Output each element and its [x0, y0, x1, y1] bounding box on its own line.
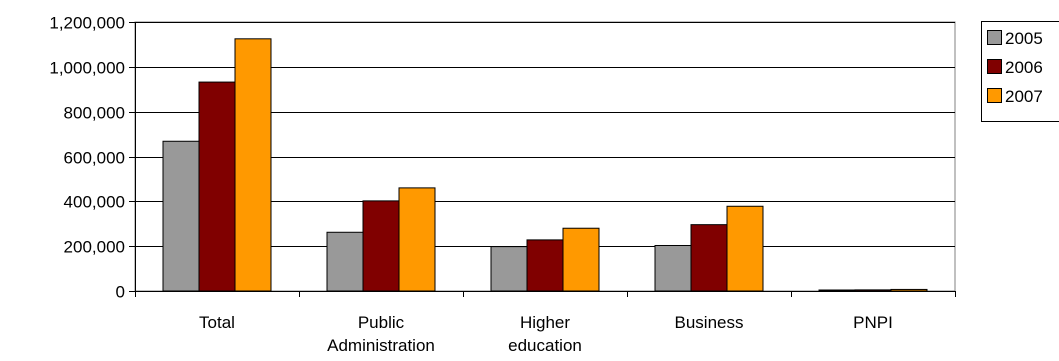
bars — [163, 39, 927, 291]
x-category-label: Public — [358, 313, 405, 332]
legend: 2005 2006 2007 — [982, 22, 1059, 122]
legend-label: 2005 — [1005, 29, 1043, 48]
x-category-label: Total — [199, 313, 235, 332]
bar — [563, 228, 599, 291]
y-tick-label: 600,000 — [64, 149, 125, 168]
legend-label: 2007 — [1005, 87, 1043, 106]
x-category-label: Administration — [327, 336, 435, 355]
bar — [855, 290, 891, 291]
y-tick-label: 800,000 — [64, 104, 125, 123]
bar — [235, 39, 271, 291]
y-tick-label: 400,000 — [64, 193, 125, 212]
x-category-label: Business — [675, 313, 744, 332]
legend-swatch — [988, 31, 1002, 45]
x-category-label: PNPI — [853, 313, 893, 332]
bar — [727, 206, 763, 291]
y-tick-label: 200,000 — [64, 238, 125, 257]
bar — [655, 245, 691, 291]
bar — [527, 240, 563, 291]
legend-swatch — [988, 89, 1002, 103]
x-category-label: education — [508, 336, 582, 355]
bar — [199, 82, 235, 291]
bar — [491, 247, 527, 291]
legend-label: 2006 — [1005, 58, 1043, 77]
bar — [363, 201, 399, 291]
y-tick-label: 1,200,000 — [49, 14, 125, 33]
bar — [327, 232, 363, 291]
legend-swatch — [988, 60, 1002, 74]
bar — [163, 141, 199, 291]
y-tick-label: 0 — [116, 283, 125, 302]
bar — [399, 188, 435, 291]
bar — [891, 289, 927, 291]
bar — [691, 225, 727, 291]
x-category-label: Higher — [520, 313, 570, 332]
bar — [819, 290, 855, 291]
y-tick-label: 1,000,000 — [49, 59, 125, 78]
